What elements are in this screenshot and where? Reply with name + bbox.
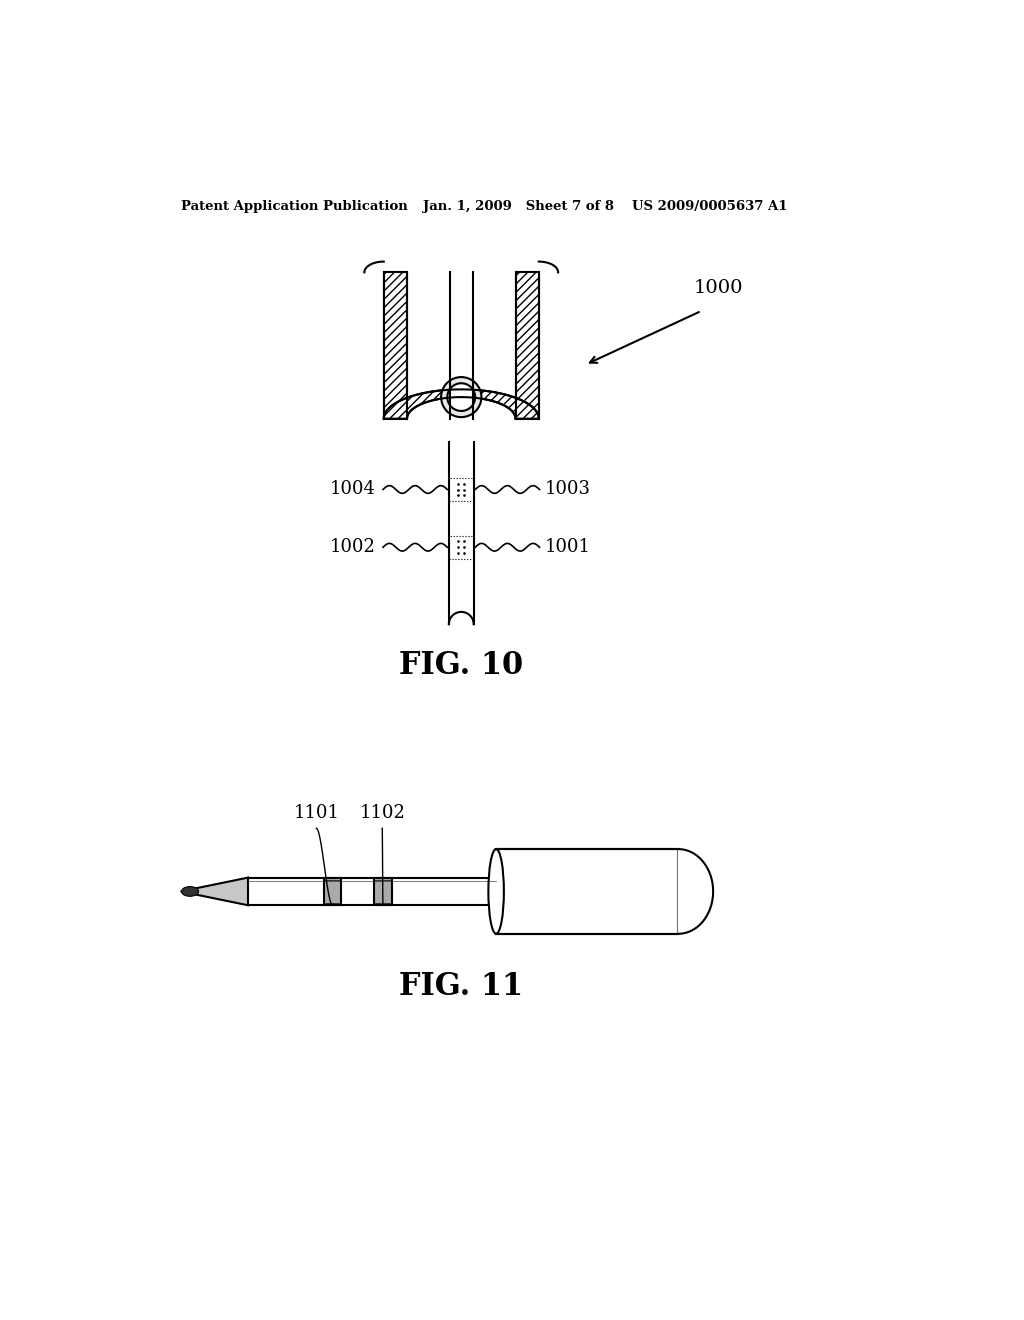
Text: 1102: 1102 xyxy=(359,804,406,822)
Ellipse shape xyxy=(489,878,503,906)
Ellipse shape xyxy=(181,887,199,896)
Text: 1004: 1004 xyxy=(330,480,375,499)
Text: Jan. 1, 2009   Sheet 7 of 8: Jan. 1, 2009 Sheet 7 of 8 xyxy=(423,199,613,213)
Polygon shape xyxy=(384,389,539,418)
Polygon shape xyxy=(180,878,248,906)
Polygon shape xyxy=(384,272,407,418)
Text: 1002: 1002 xyxy=(330,539,375,556)
Circle shape xyxy=(441,378,481,417)
Text: FIG. 11: FIG. 11 xyxy=(399,970,523,1002)
Circle shape xyxy=(447,383,475,411)
Bar xyxy=(449,536,474,558)
Bar xyxy=(496,849,678,933)
Text: FIG. 10: FIG. 10 xyxy=(399,649,523,681)
Text: 1003: 1003 xyxy=(545,480,591,499)
Text: 1001: 1001 xyxy=(545,539,591,556)
Polygon shape xyxy=(515,272,539,418)
Bar xyxy=(449,478,474,502)
Ellipse shape xyxy=(488,849,504,933)
Bar xyxy=(248,878,496,906)
Bar xyxy=(375,878,391,906)
Polygon shape xyxy=(678,849,713,933)
Text: 1101: 1101 xyxy=(293,804,339,822)
Text: 1000: 1000 xyxy=(693,279,743,297)
Text: US 2009/0005637 A1: US 2009/0005637 A1 xyxy=(632,199,787,213)
Bar xyxy=(324,878,341,906)
Text: Patent Application Publication: Patent Application Publication xyxy=(180,199,408,213)
